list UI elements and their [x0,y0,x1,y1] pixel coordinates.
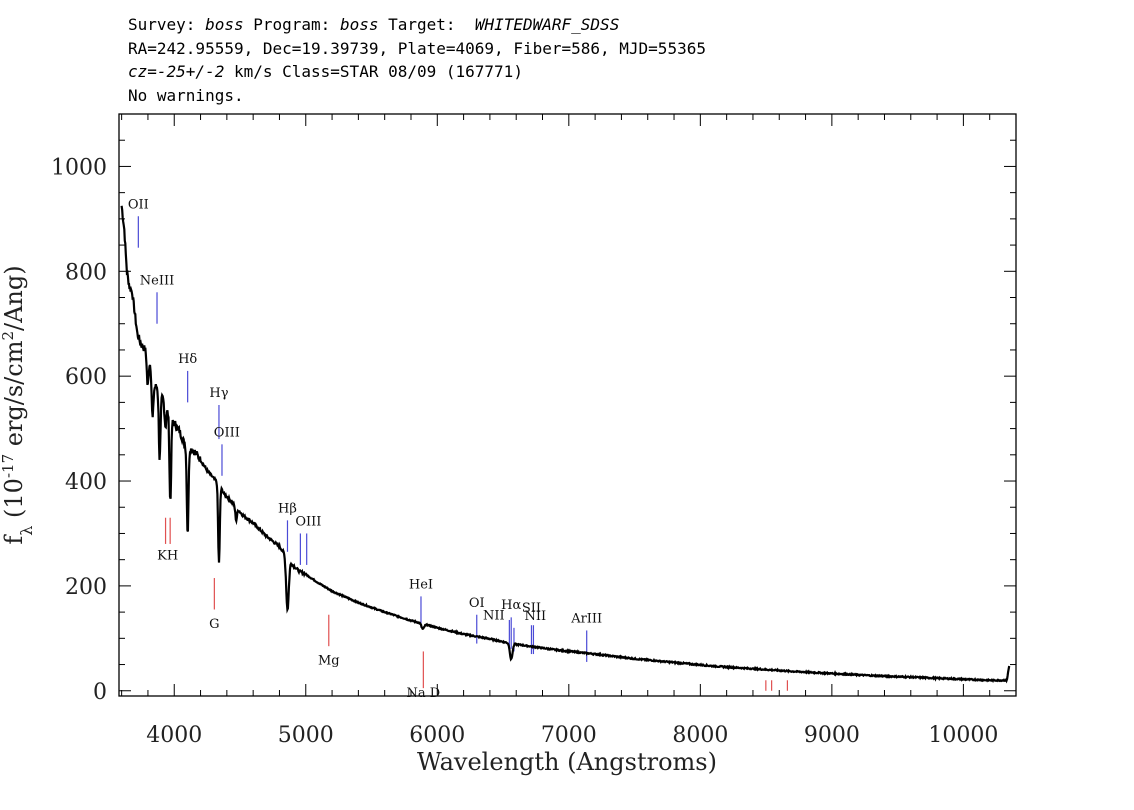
survey-label: Survey: [128,15,196,34]
x-axis-label: Wavelength (Angstroms) [417,748,717,776]
cz-value: =-25+/-2 [147,62,225,81]
line-label: Hγ [209,386,228,401]
y-axis-label: fλ (10-17 erg/s/cm2/Ang) [0,265,36,544]
line-label: OII [128,197,149,212]
line-label: Hα [501,598,521,613]
program-label: Program: [253,15,331,34]
line-label: Na D [407,686,441,701]
line-label: Mg [318,654,340,669]
cz-label: cz [128,62,148,81]
line-label: NeIII [140,273,174,288]
line-label: HeI [409,578,433,593]
x-tick-label: 9000 [804,723,860,748]
line-label: OIII [214,425,240,440]
y-tick-label: 0 [93,680,107,705]
target-value: WHITEDWARF_SDSS [474,15,620,34]
warnings-line: No warnings. [128,85,244,105]
line-label: Hδ [178,352,197,367]
x-tick-label: 8000 [672,723,728,748]
spectrum-line [120,205,1011,684]
line-label: OIII [295,515,321,530]
x-tick-label: 5000 [278,723,334,748]
line-label: KH [157,549,178,564]
line-label: NII [483,608,505,623]
survey-value: boss [205,15,244,34]
spectrum-header: Survey: boss Program: boss Target: WHITE… [128,13,706,107]
y-tick-label: 400 [65,470,107,495]
x-tick-label: 4000 [146,723,202,748]
x-tick-label: 10000 [928,723,998,748]
y-tick-label: 800 [65,260,107,285]
line-label: NII [524,609,546,624]
plot-frame [118,113,1017,697]
line-label: G [209,617,219,632]
coords-line: RA=242.95559, Dec=19.39739, Plate=4069, … [128,38,706,58]
class-line: km/s Class=STAR 08/09 (167771) [224,62,523,81]
axis-ticks: 4000 5000 6000 7000 8000 9000 10000 0 200 400 600 8… [51,113,1017,748]
line-label: Hβ [278,501,297,516]
line-label: ArIII [570,612,602,627]
line-label: SII [522,601,541,616]
y-tick-label: 200 [65,575,107,600]
y-tick-label: 600 [65,365,107,390]
x-tick-label: 7000 [541,723,597,748]
target-label: Target: [388,15,456,34]
program-value: boss [339,15,379,34]
y-tick-label: 1000 [51,155,107,180]
line-label: OI [469,596,485,611]
x-tick-label: 6000 [409,723,465,748]
